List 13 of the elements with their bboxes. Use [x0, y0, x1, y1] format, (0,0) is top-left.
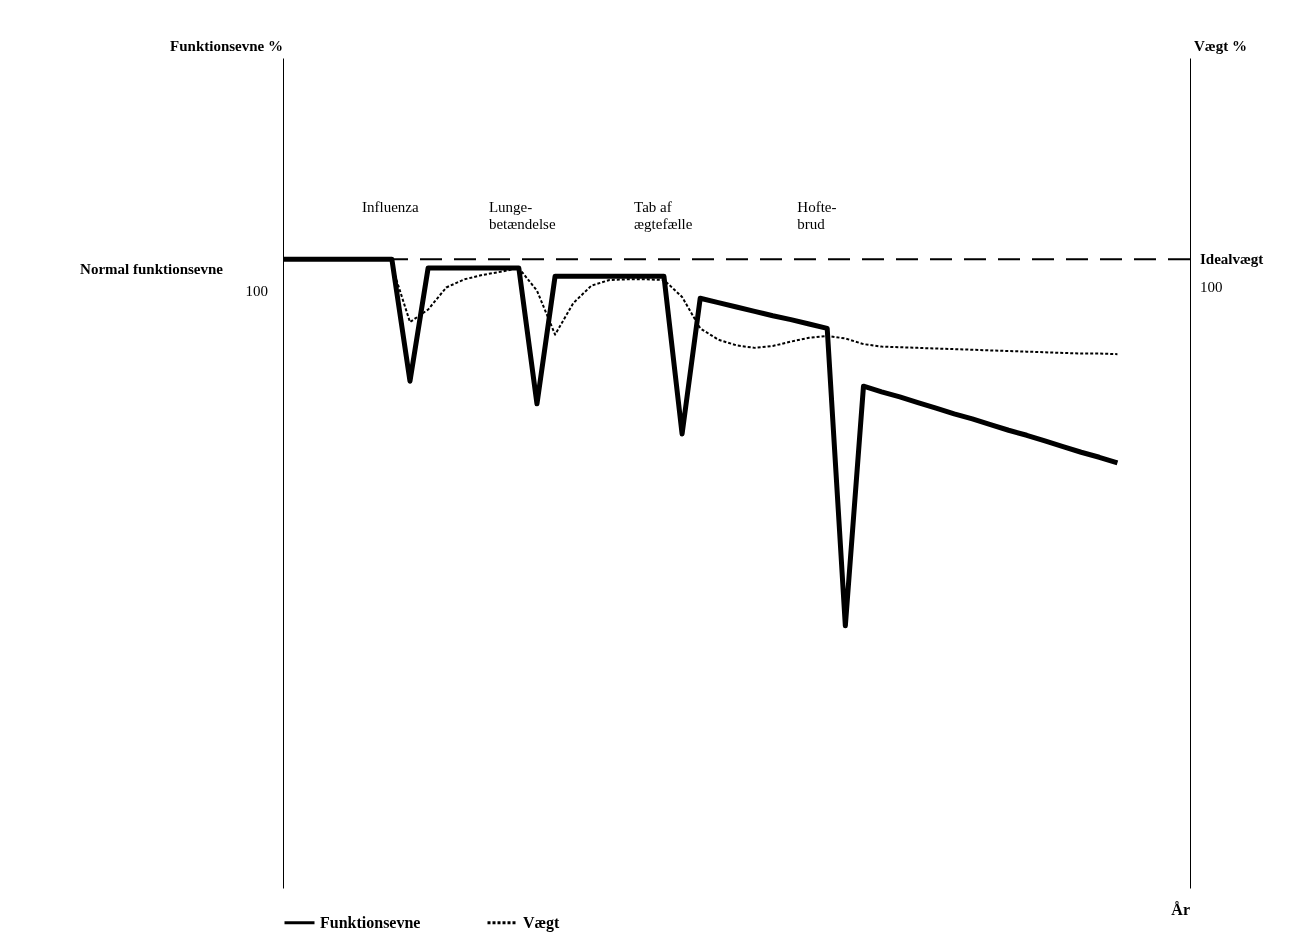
legend-label: Vægt — [523, 913, 561, 932]
text: Funktionsevne % — [170, 38, 283, 54]
text: 100 — [245, 283, 268, 300]
x-axis-title: År — [1171, 901, 1190, 918]
ref-line-label: Idealvægt — [1200, 251, 1264, 268]
legend-label: Funktionsevne — [320, 913, 421, 931]
text: Normal funktionsevne — [80, 261, 224, 278]
text: Hofte- brud — [797, 199, 837, 233]
text: 100 — [1200, 279, 1223, 296]
text: Influenza — [361, 199, 419, 216]
text: Vægt % — [1194, 38, 1247, 54]
text: Lunge- betændelse — [488, 199, 556, 233]
text: Tab af ægtefælle — [634, 199, 693, 233]
